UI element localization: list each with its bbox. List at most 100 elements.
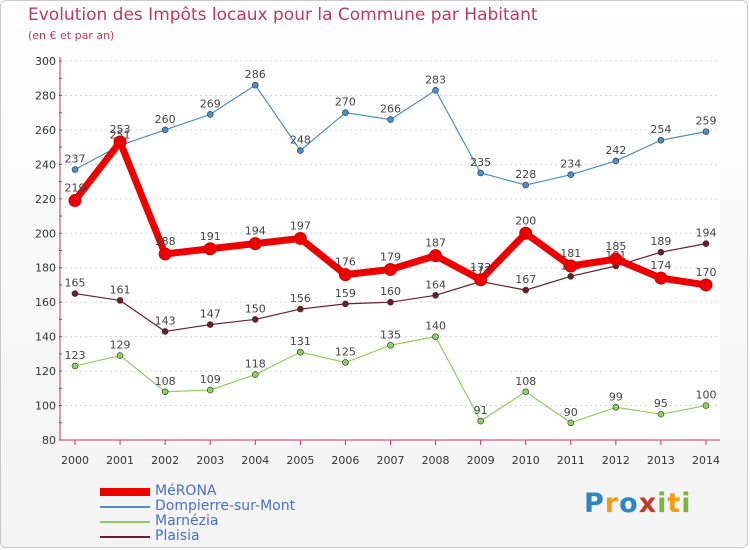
data-label: 235 (470, 156, 491, 169)
data-label: 286 (245, 68, 266, 81)
data-label: 187 (425, 237, 446, 250)
data-point (519, 226, 533, 240)
data-label: 242 (605, 144, 626, 157)
data-label: 174 (650, 259, 671, 272)
proxiti-logo: Proxiti (584, 488, 692, 519)
data-point (161, 126, 169, 134)
data-point (206, 386, 214, 394)
data-label: 173 (470, 261, 491, 274)
legend-swatch (100, 521, 150, 523)
data-point (338, 268, 352, 282)
data-point (71, 290, 79, 297)
data-point (387, 298, 394, 306)
chart-title: Evolution des Impôts locaux pour la Comm… (28, 5, 538, 25)
data-point (297, 348, 304, 356)
data-label: 108 (155, 375, 176, 388)
data-point (699, 278, 713, 292)
data-point (567, 273, 575, 280)
data-label: 237 (65, 153, 86, 166)
y-tick-label: 140 (35, 331, 56, 344)
data-point (474, 273, 488, 287)
legend-swatch (100, 488, 150, 496)
data-point (384, 262, 397, 276)
data-label: 259 (696, 115, 717, 128)
data-point (113, 135, 127, 149)
legend-label: Marnézia (155, 513, 219, 529)
y-tick-label: 120 (35, 365, 56, 378)
data-point (657, 410, 665, 418)
data-point (251, 371, 259, 378)
chart-subtitle: (en € et par an) (28, 29, 115, 42)
legend-label: Dompierre-sur-Mont (155, 498, 296, 514)
data-point (387, 116, 394, 123)
y-tick-label: 200 (35, 227, 56, 240)
data-point (297, 147, 304, 154)
data-point (564, 259, 578, 273)
data-label: 170 (696, 266, 717, 279)
data-point (567, 419, 575, 427)
data-label: 108 (515, 375, 536, 388)
data-point (387, 341, 394, 349)
x-tick-label: 2009 (467, 454, 495, 467)
data-point (206, 321, 214, 328)
y-tick-label: 240 (35, 158, 56, 171)
data-point (203, 242, 217, 256)
data-label: 179 (380, 250, 401, 263)
data-label: 140 (425, 320, 446, 333)
data-label: 160 (380, 285, 401, 298)
data-label: 161 (110, 283, 131, 296)
data-label: 260 (155, 113, 176, 126)
data-point (293, 231, 307, 245)
x-tick-label: 2003 (196, 454, 224, 467)
data-label: 189 (650, 235, 671, 248)
data-label: 254 (650, 123, 671, 136)
data-label: 176 (335, 256, 356, 269)
y-tick-label: 160 (35, 296, 56, 309)
data-point (116, 352, 124, 359)
data-point (657, 248, 665, 256)
data-label: 131 (290, 335, 311, 348)
x-tick-label: 2000 (61, 454, 89, 467)
data-point (522, 388, 530, 396)
x-tick-label: 2005 (286, 454, 314, 467)
data-label: 181 (560, 247, 581, 260)
data-point (612, 157, 620, 165)
data-label: 188 (155, 235, 176, 248)
data-point (567, 171, 575, 178)
data-label: 123 (65, 349, 86, 362)
data-point (297, 305, 304, 313)
data-point (522, 181, 530, 189)
data-label: 228 (515, 168, 536, 181)
data-point (654, 271, 668, 285)
x-tick-label: 2012 (602, 454, 630, 467)
data-point (612, 403, 620, 411)
data-point (477, 169, 484, 177)
data-label: 234 (560, 158, 581, 171)
y-tick-label: 80 (42, 434, 56, 447)
x-tick-label: 2014 (692, 454, 720, 467)
x-tick-label: 2011 (557, 454, 585, 467)
data-label: 185 (605, 240, 626, 253)
x-tick-label: 2007 (377, 454, 405, 467)
data-label: 165 (65, 277, 86, 290)
data-label: 164 (425, 278, 446, 291)
data-label: 248 (290, 134, 311, 147)
data-point (702, 402, 710, 409)
data-label: 270 (335, 96, 356, 109)
x-tick-label: 2008 (422, 454, 450, 467)
data-label: 194 (245, 225, 266, 238)
data-label: 147 (200, 308, 221, 321)
x-tick-label: 2002 (151, 454, 179, 467)
data-label: 156 (290, 292, 311, 305)
y-tick-label: 220 (35, 193, 56, 206)
data-label: 219 (65, 182, 86, 195)
data-point (657, 136, 665, 144)
data-point (522, 286, 530, 294)
data-point (702, 128, 710, 135)
data-label: 194 (696, 227, 717, 240)
data-label: 200 (515, 214, 536, 227)
data-point (251, 316, 259, 323)
data-label: 125 (335, 345, 356, 358)
legend-swatch (100, 506, 150, 508)
